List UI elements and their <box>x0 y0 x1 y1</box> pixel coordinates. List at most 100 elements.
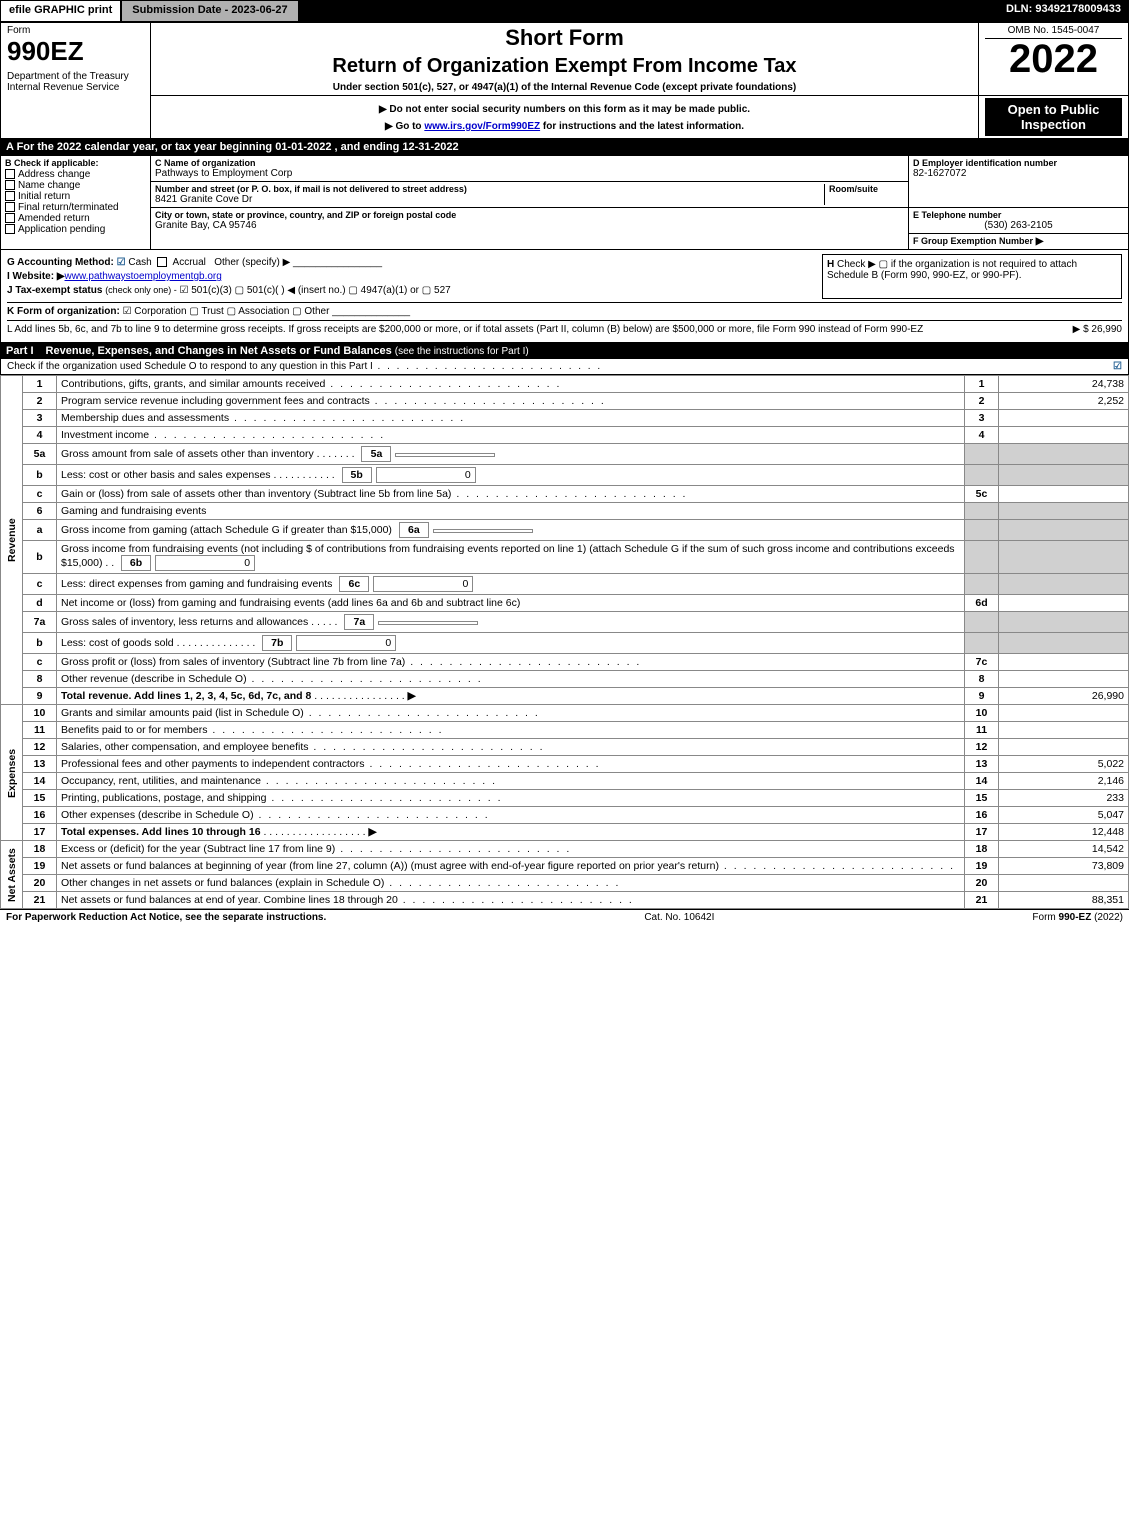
line-num: b <box>23 465 57 486</box>
d-ein-label: D Employer identification number <box>913 158 1124 168</box>
irs-link[interactable]: www.irs.gov/Form990EZ <box>424 121 540 132</box>
line-num: b <box>23 541 57 574</box>
line-value <box>999 427 1129 444</box>
expenses-side-label: Expenses <box>1 705 23 841</box>
city-value: Granite Bay, CA 95746 <box>155 220 904 231</box>
part-i-title: Revenue, Expenses, and Changes in Net As… <box>46 345 529 357</box>
chk-address[interactable]: Address change <box>5 169 90 180</box>
instr-post: for instructions and the latest informat… <box>540 121 744 132</box>
revenue-side-label: Revenue <box>1 376 23 705</box>
line-value: 12,448 <box>999 824 1129 841</box>
footer-left: For Paperwork Reduction Act Notice, see … <box>6 912 326 923</box>
line-num: 10 <box>23 705 57 722</box>
line-ref: 12 <box>965 739 999 756</box>
info-table: B Check if applicable: Address change Na… <box>0 155 1129 250</box>
line-value: 14,542 <box>999 841 1129 858</box>
k-org-form: K Form of organization: ☑ Corporation ▢ … <box>7 302 1122 317</box>
line-ref: 20 <box>965 875 999 892</box>
line-num: c <box>23 486 57 503</box>
instr-ssn: ▶ Do not enter social security numbers o… <box>157 104 972 115</box>
line-value <box>999 541 1129 574</box>
line-ref <box>965 541 999 574</box>
line-desc: Less: cost or other basis and sales expe… <box>57 465 965 486</box>
page-footer: For Paperwork Reduction Act Notice, see … <box>0 909 1129 925</box>
phone-value: (530) 263-2105 <box>913 220 1124 231</box>
website-link[interactable]: www.pathwaystoemploymentgb.org <box>65 271 222 282</box>
line-ref: 3 <box>965 410 999 427</box>
chk-initial[interactable]: Initial return <box>5 191 70 202</box>
main-title: Return of Organization Exempt From Incom… <box>157 55 972 78</box>
line-desc: Professional fees and other payments to … <box>57 756 965 773</box>
part-i-table: Revenue 1 Contributions, gifts, grants, … <box>0 375 1129 909</box>
line-value: 73,809 <box>999 858 1129 875</box>
line-ref: 19 <box>965 858 999 875</box>
line-num: 4 <box>23 427 57 444</box>
line-num: 9 <box>23 688 57 705</box>
line-value <box>999 520 1129 541</box>
line-value: 2,252 <box>999 393 1129 410</box>
line-desc: Total revenue. Add lines 1, 2, 3, 4, 5c,… <box>57 688 965 705</box>
line-ref: 21 <box>965 892 999 909</box>
line-num: 3 <box>23 410 57 427</box>
chk-final[interactable]: Final return/terminated <box>5 202 119 213</box>
line-num: 21 <box>23 892 57 909</box>
line-desc: Gross profit or (loss) from sales of inv… <box>57 654 965 671</box>
efile-print-button[interactable]: efile GRAPHIC print <box>0 0 121 22</box>
line-ref <box>965 503 999 520</box>
line-value <box>999 654 1129 671</box>
line-num: 6 <box>23 503 57 520</box>
f-arrow-icon: ▶ <box>1036 236 1044 247</box>
part-i-check-icon: ☑ <box>1113 361 1122 372</box>
i-website: I Website: ▶www.pathwaystoemploymentgb.o… <box>7 271 814 282</box>
line-desc: Gross income from fundraising events (no… <box>57 541 965 574</box>
instr-link: ▶ Go to www.irs.gov/Form990EZ for instru… <box>157 121 972 132</box>
tax-year: 2022 <box>985 39 1122 79</box>
line-ref <box>965 612 999 633</box>
line-desc: Occupancy, rent, utilities, and maintena… <box>57 773 965 790</box>
top-bar: efile GRAPHIC print Submission Date - 20… <box>0 0 1129 22</box>
line-ref <box>965 574 999 595</box>
line-ref: 5c <box>965 486 999 503</box>
footer-catno: Cat. No. 10642I <box>644 912 714 923</box>
line-desc: Gross income from gaming (attach Schedul… <box>57 520 965 541</box>
line-ref: 15 <box>965 790 999 807</box>
line-desc: Program service revenue including govern… <box>57 393 965 410</box>
chk-name[interactable]: Name change <box>5 180 80 191</box>
line-ref: 18 <box>965 841 999 858</box>
line-num: b <box>23 633 57 654</box>
line-num: 12 <box>23 739 57 756</box>
line-num: c <box>23 574 57 595</box>
dln-number: DLN: 93492178009433 <box>998 0 1129 22</box>
part-i-checkline: Check if the organization used Schedule … <box>0 359 1129 375</box>
line-num: 17 <box>23 824 57 841</box>
line-value <box>999 739 1129 756</box>
line-desc: Less: cost of goods sold . . . . . . . .… <box>57 633 965 654</box>
line-desc: Other revenue (describe in Schedule O) <box>57 671 965 688</box>
line-num: 11 <box>23 722 57 739</box>
g-accounting: G Accounting Method: ☑ Cash Accrual Othe… <box>7 257 814 268</box>
line-num: 7a <box>23 612 57 633</box>
line-desc: Net assets or fund balances at beginning… <box>57 858 965 875</box>
street-value: 8421 Granite Cove Dr <box>155 194 824 205</box>
line-ref: 10 <box>965 705 999 722</box>
line-value <box>999 633 1129 654</box>
section-g-l: G Accounting Method: ☑ Cash Accrual Othe… <box>0 250 1129 343</box>
line-desc: Printing, publications, postage, and shi… <box>57 790 965 807</box>
line-desc: Gross amount from sale of assets other t… <box>57 444 965 465</box>
line-desc: Membership dues and assessments <box>57 410 965 427</box>
room-label: Room/suite <box>829 184 904 194</box>
line-value: 24,738 <box>999 376 1129 393</box>
line-value <box>999 612 1129 633</box>
topbar-spacer <box>299 0 998 22</box>
line-desc: Gross sales of inventory, less returns a… <box>57 612 965 633</box>
chk-amended[interactable]: Amended return <box>5 213 90 224</box>
line-value <box>999 465 1129 486</box>
form-header: Form 990EZ Department of the Treasury In… <box>0 22 1129 139</box>
line-num: c <box>23 654 57 671</box>
chk-pending[interactable]: Application pending <box>5 224 105 235</box>
instr-pre: ▶ Go to <box>385 121 424 132</box>
line-ref: 7c <box>965 654 999 671</box>
line-num: 5a <box>23 444 57 465</box>
dept-label: Department of the Treasury Internal Reve… <box>7 71 144 93</box>
line-desc: Grants and similar amounts paid (list in… <box>57 705 965 722</box>
